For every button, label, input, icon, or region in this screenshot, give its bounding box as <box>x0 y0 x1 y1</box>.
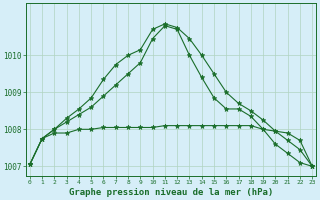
X-axis label: Graphe pression niveau de la mer (hPa): Graphe pression niveau de la mer (hPa) <box>69 188 273 197</box>
